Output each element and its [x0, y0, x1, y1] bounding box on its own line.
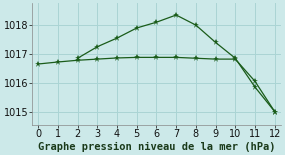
X-axis label: Graphe pression niveau de la mer (hPa): Graphe pression niveau de la mer (hPa): [38, 142, 275, 152]
